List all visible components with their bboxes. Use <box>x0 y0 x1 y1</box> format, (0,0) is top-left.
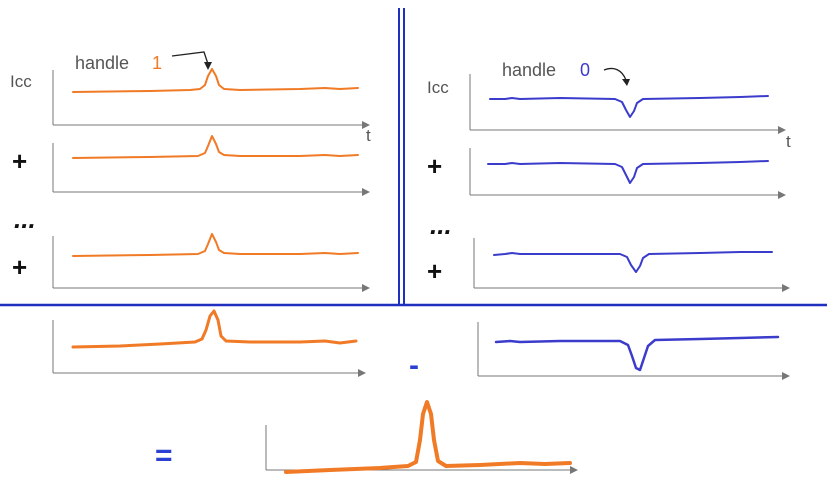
left-sum-curve <box>71 309 358 349</box>
left-trace-3-x-arrowhead <box>362 284 370 292</box>
summed-row: - = <box>52 309 790 474</box>
left-panel: handle 1 Icc t + ... + <box>10 51 371 292</box>
left-trace-3 <box>52 233 370 292</box>
left-sum-trace <box>52 309 366 377</box>
panel-dividers <box>0 8 827 307</box>
right-callout-arrowhead <box>622 79 630 86</box>
right-trace-3-x-arrowhead <box>782 284 790 292</box>
right-trace-1 <box>469 74 786 134</box>
right-trace-2-curve <box>487 160 769 184</box>
right-sum-curve <box>494 335 780 372</box>
minus-sign: - <box>409 349 419 382</box>
right-sum-trace <box>477 322 790 380</box>
right-y-axis-label: Icc <box>427 78 449 97</box>
right-trace-1-curve <box>489 95 769 118</box>
left-trace-2 <box>52 135 370 196</box>
difference-x-arrowhead <box>570 466 578 474</box>
right-trace-2 <box>469 148 786 199</box>
right-trace-1-x-arrowhead <box>778 126 786 134</box>
left-y-axis-label: Icc <box>10 72 32 91</box>
left-sum-x-arrowhead <box>358 369 366 377</box>
right-op-plus-2: + <box>427 256 442 286</box>
left-trace-3-curve <box>72 233 359 257</box>
right-trace-3 <box>473 238 790 292</box>
right-panel: handle 0 Icc t + ... + <box>427 60 791 292</box>
left-callout-arrowhead <box>204 62 212 70</box>
left-callout-arrow <box>171 51 209 65</box>
right-x-axis-label: t <box>786 132 791 151</box>
right-trace-3-curve <box>493 251 773 273</box>
right-trace-2-x-arrowhead <box>778 191 786 199</box>
left-trace-1 <box>52 68 370 129</box>
equals-sign: = <box>155 439 173 472</box>
left-callout-text: handle <box>75 53 129 73</box>
right-sum-x-arrowhead <box>782 372 790 380</box>
left-op-plus-1: + <box>12 146 27 176</box>
left-trace-2-curve <box>72 135 359 159</box>
difference-curve <box>284 400 572 474</box>
right-callout-text: handle <box>502 60 556 80</box>
right-op-plus-1: + <box>427 151 442 181</box>
left-x-axis-label: t <box>366 126 371 145</box>
left-op-dots: ... <box>14 204 36 234</box>
right-callout-value: 0 <box>580 60 590 80</box>
difference-trace <box>265 400 578 474</box>
left-trace-2-x-arrowhead <box>362 188 370 196</box>
left-trace-1-curve <box>72 68 359 93</box>
left-trace-1-x-arrowhead <box>362 121 370 129</box>
right-op-dots: ... <box>430 210 452 240</box>
left-callout-value: 1 <box>152 53 162 73</box>
left-op-plus-2: + <box>12 252 27 282</box>
right-callout-arrow <box>603 67 627 81</box>
